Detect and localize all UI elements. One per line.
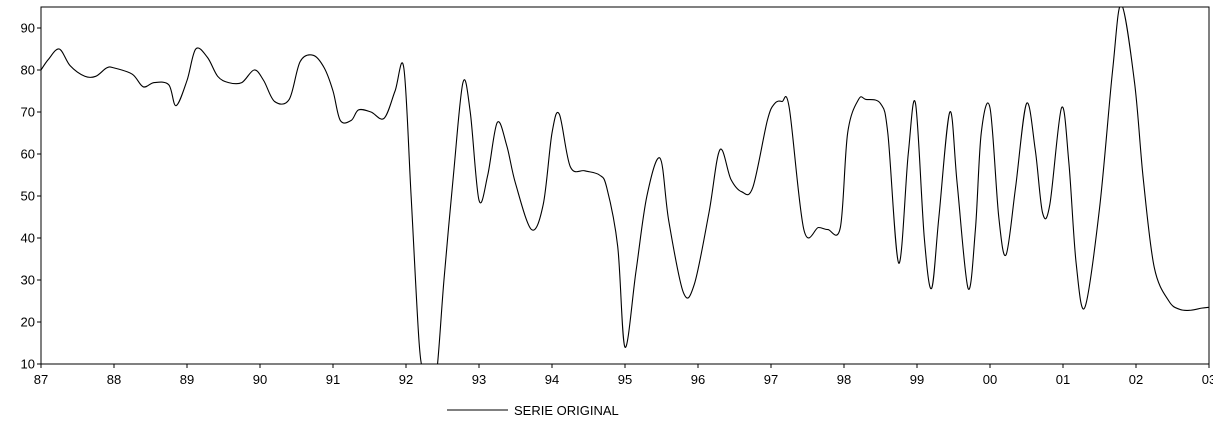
x-tick-label: 87 xyxy=(34,372,48,387)
y-tick-label: 90 xyxy=(21,21,35,36)
y-tick-label: 20 xyxy=(21,315,35,330)
legend: SERIE ORIGINAL xyxy=(447,403,619,418)
y-tick-label: 40 xyxy=(21,231,35,246)
plot-frame xyxy=(40,6,1210,365)
x-tick-label: 02 xyxy=(1129,372,1143,387)
x-tick-label: 01 xyxy=(1056,372,1070,387)
x-tick-label: 88 xyxy=(107,372,121,387)
x-tick-label: 03 xyxy=(1202,372,1213,387)
y-tick-label: 30 xyxy=(21,273,35,288)
x-tick-label: 95 xyxy=(618,372,632,387)
x-axis: 87 88 89 90 91 92 93 94 95 96 97 98 99 00 01 02 03 xyxy=(34,364,1213,387)
y-tick-label: 10 xyxy=(21,357,35,372)
y-tick-label: 70 xyxy=(21,105,35,120)
x-tick-label: 93 xyxy=(472,372,486,387)
x-tick-label: 00 xyxy=(983,372,997,387)
y-tick-label: 80 xyxy=(21,63,35,78)
series-line xyxy=(41,7,1209,364)
x-tick-label: 91 xyxy=(326,372,340,387)
y-axis: 10 20 30 40 50 60 70 80 90 xyxy=(21,21,41,372)
x-tick-label: 94 xyxy=(545,372,559,387)
x-tick-label: 98 xyxy=(837,372,851,387)
x-tick-label: 92 xyxy=(399,372,413,387)
series-layer xyxy=(41,7,1209,364)
y-tick-label: 60 xyxy=(21,147,35,162)
legend-label: SERIE ORIGINAL xyxy=(514,403,619,418)
y-tick-label: 50 xyxy=(21,189,35,204)
x-tick-label: 89 xyxy=(180,372,194,387)
x-tick-label: 90 xyxy=(253,372,267,387)
x-tick-label: 96 xyxy=(691,372,705,387)
x-tick-label: 99 xyxy=(910,372,924,387)
x-tick-label: 97 xyxy=(764,372,778,387)
